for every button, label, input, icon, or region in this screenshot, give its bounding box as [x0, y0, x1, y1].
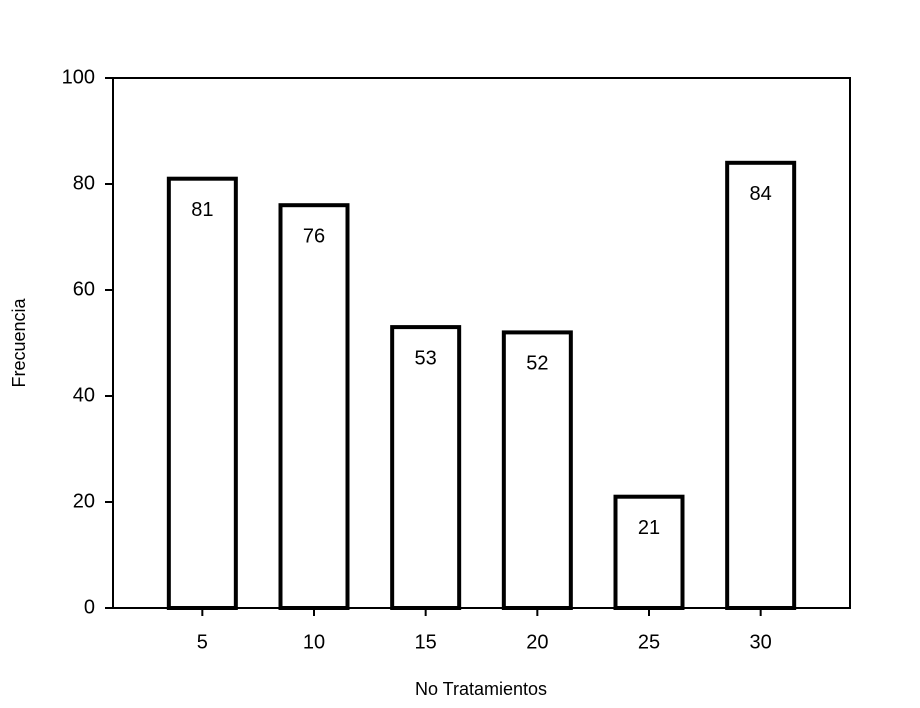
x-tick-label: 20 [526, 631, 548, 653]
plot-frame [112, 77, 851, 609]
data-label: 53 [415, 347, 437, 369]
y-tick-label: 40 [73, 384, 95, 406]
x-tick-label: 5 [197, 631, 208, 653]
y-tick-label: 100 [62, 66, 95, 88]
data-label: 81 [191, 199, 213, 221]
bar [725, 160, 797, 611]
bar [390, 325, 462, 610]
bar [278, 203, 350, 610]
x-tick-label: 10 [303, 631, 325, 653]
bar [501, 330, 573, 610]
y-tick-label: 60 [73, 278, 95, 300]
data-label: 84 [750, 183, 772, 205]
y-tick-label: 80 [73, 172, 95, 194]
bar [613, 494, 685, 611]
x-axis-title: No Tratamientos [415, 679, 547, 699]
y-tick-label: 0 [84, 596, 95, 618]
data-label: 21 [638, 517, 660, 539]
x-tick-label: 30 [750, 631, 772, 653]
bar [166, 176, 238, 610]
x-tick-label: 15 [415, 631, 437, 653]
data-label: 76 [303, 225, 325, 247]
data-label: 52 [526, 353, 548, 375]
y-tick-label: 20 [73, 490, 95, 512]
x-tick-label: 25 [638, 631, 660, 653]
y-axis-title: Frecuencia [9, 297, 29, 387]
